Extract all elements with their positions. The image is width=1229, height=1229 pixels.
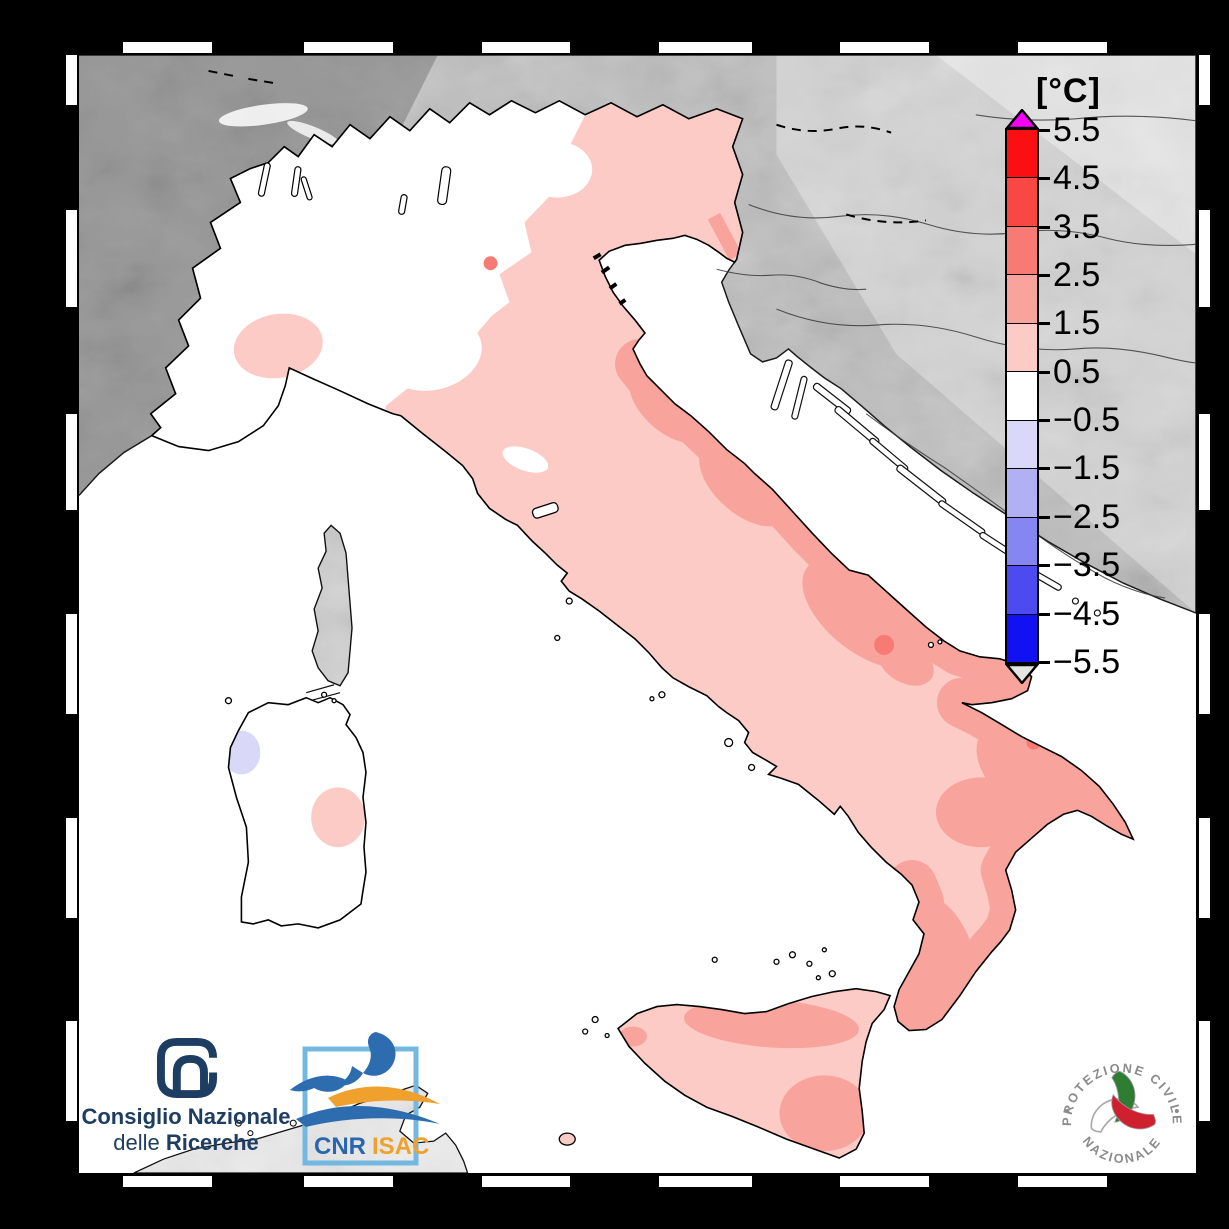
frame-tick [66, 1021, 77, 1121]
frame-tick [1199, 818, 1210, 918]
pc-arc-bottom-text: NAZIONALE [1080, 1134, 1162, 1166]
colorbar-segment [1007, 565, 1037, 614]
colorbar-segment [1007, 613, 1037, 662]
colorbar-label: −5.5 [1053, 643, 1121, 681]
frame-tick [304, 42, 393, 53]
svg-text:NAZIONALE: NAZIONALE [1080, 1134, 1164, 1166]
frame-tick [482, 1176, 570, 1187]
colorbar [1005, 128, 1039, 664]
sicily [617, 987, 891, 1159]
dashed-border-marks [208, 69, 927, 224]
colorbar-label: 5.5 [1053, 111, 1101, 149]
protezione-civile-logo: PROTEZIONE CIVILE NAZIONALE [1060, 1061, 1182, 1166]
pc-triskelion-icon [1090, 1071, 1156, 1133]
colorbar-tick [1039, 129, 1050, 132]
colorbar-label: 3.5 [1053, 208, 1101, 246]
small-islands [224, 502, 943, 1146]
frame-tick [1018, 1176, 1107, 1187]
colorbar-segment [1007, 177, 1037, 226]
colorbar-tick [1039, 274, 1050, 277]
cnr-isac-logo: CNR ISAC [290, 1032, 440, 1166]
colorbar-label: −2.5 [1053, 498, 1121, 536]
colorbar-under-triangle [1005, 664, 1039, 684]
frame-tick [1018, 42, 1107, 53]
frame-tick [659, 1176, 752, 1187]
colorbar-title: [°C] [1036, 72, 1101, 110]
colorbar-tick [1039, 661, 1050, 664]
colorbar-label: −1.5 [1053, 449, 1121, 487]
colorbar-label: 1.5 [1053, 304, 1101, 342]
sardinia [227, 696, 367, 929]
cnr-logo-text-line2: delle Ricerche [80, 1130, 292, 1156]
frame-tick [840, 1176, 929, 1187]
colorbar-tick [1039, 322, 1050, 325]
isac-frame [302, 1046, 419, 1166]
colorbar-tick [1039, 177, 1050, 180]
colorbar-tick [1039, 467, 1050, 470]
colorbar-segment [1007, 371, 1037, 420]
colorbar-label: −0.5 [1053, 401, 1121, 439]
colorbar-segment [1007, 516, 1037, 566]
frame-tick [1199, 614, 1210, 714]
frame-tick [1199, 210, 1210, 307]
frame-tick [66, 614, 77, 714]
colorbar-segment [1007, 419, 1037, 469]
frame-tick [66, 414, 77, 510]
colorbar-label: −4.5 [1053, 595, 1121, 633]
anomaly-medium-pink-blobs [629, 212, 1125, 1031]
frame-tick [66, 55, 77, 105]
frame-tick [123, 1176, 212, 1187]
cnr-logo-text-line1: Consiglio Nazionale [81, 1104, 291, 1129]
colorbar-segment [1007, 468, 1037, 517]
frame-tick [1199, 1021, 1210, 1121]
colorbar-segment [1007, 130, 1037, 178]
isac-swirl-icon [290, 1032, 440, 1127]
colorbar-label: 2.5 [1053, 256, 1101, 294]
isac-text-cnr: CNR [314, 1133, 366, 1160]
colorbar-label: −3.5 [1053, 546, 1121, 584]
colorbar-tick [1039, 564, 1050, 567]
frame-tick [482, 42, 570, 53]
frame-tick [659, 42, 752, 53]
colorbar-segment [1007, 322, 1037, 372]
colorbar-tick [1039, 371, 1050, 374]
cnr-logo-icon [156, 1037, 218, 1099]
colorbar-label: 0.5 [1053, 353, 1101, 391]
colorbar-tick [1039, 516, 1050, 519]
colorbar-label: 4.5 [1053, 159, 1101, 197]
colorbar-segment [1007, 225, 1037, 275]
frame-tick [123, 42, 212, 53]
colorbar-segment [1007, 274, 1037, 323]
cnr-line2-bold: Ricerche [165, 1130, 259, 1155]
frame-tick [66, 818, 77, 918]
alpine-lakes [257, 162, 452, 215]
colorbar-over-triangle [1005, 109, 1039, 129]
colorbar-tick [1039, 226, 1050, 229]
frame-tick [66, 210, 77, 307]
pc-left-dot [1065, 1108, 1070, 1114]
cnr-line2-regular: delle [113, 1130, 166, 1155]
isac-text-isac: ISAC [372, 1133, 429, 1160]
frame-tick [1199, 55, 1210, 105]
colorbar-tick [1039, 613, 1050, 616]
frame-tick [1199, 414, 1210, 510]
colorbar-tick [1039, 419, 1050, 422]
venice-lagoon-marks [592, 252, 627, 306]
pc-right-dot [1174, 1108, 1179, 1114]
frame-tick [840, 42, 929, 53]
frame-tick [304, 1176, 393, 1187]
